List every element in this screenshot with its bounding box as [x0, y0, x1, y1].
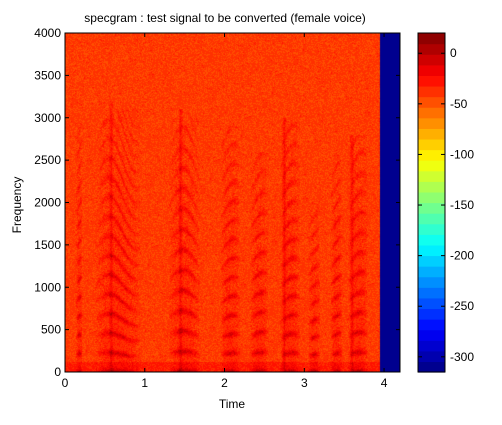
colorbar-tick-label: -250 [450, 299, 474, 313]
x-axis-label: Time [219, 397, 246, 411]
y-axis-label: Frequency [10, 177, 24, 234]
colorbar: 0 -50 -100 -150 -200 -250 -300 [417, 32, 474, 373]
x-tick-label: 4 [381, 376, 388, 390]
colorbar-swatch [418, 223, 445, 235]
y-axis: 0 500 1000 1500 2000 2500 3000 3500 4000 [34, 26, 400, 379]
colorbar-tick-label: -200 [450, 249, 474, 263]
x-tick-label: 2 [221, 376, 228, 390]
plot-area [64, 32, 401, 373]
colorbar-swatch [418, 213, 445, 225]
colorbar-swatch [418, 308, 445, 320]
y-tick-label: 3000 [34, 111, 61, 125]
colorbar-tick-label: -100 [450, 147, 474, 161]
colorbar-tick-label: -50 [450, 97, 468, 111]
colorbar-swatch [418, 266, 445, 278]
colorbar-swatch [418, 297, 445, 310]
colorbar-tick-label: 0 [450, 46, 457, 60]
colorbar-swatch [418, 319, 445, 331]
colorbar-swatch [418, 96, 445, 108]
colorbar-swatch [418, 276, 445, 288]
y-tick-label: 4000 [34, 26, 61, 40]
y-tick-label: 0 [54, 365, 61, 379]
colorbar-swatch [418, 117, 445, 129]
y-tick-label: 2500 [34, 153, 61, 167]
colorbar-swatch [418, 160, 445, 172]
y-tick-label: 1500 [34, 238, 61, 252]
colorbar-tick-label: -150 [450, 198, 474, 212]
colorbar-swatch [418, 202, 445, 214]
chart-title: specgram : test signal to be converted (… [84, 11, 365, 25]
spectrogram-image [65, 33, 400, 372]
colorbar-swatch [418, 340, 445, 352]
colorbar-swatch [418, 287, 445, 299]
x-tick-label: 3 [301, 376, 308, 390]
colorbar-tick-label: -300 [450, 350, 474, 364]
colorbar-swatch [418, 54, 445, 66]
colorbar-swatch [418, 138, 445, 151]
colorbar-swatch [418, 107, 445, 119]
y-tick-label: 500 [41, 323, 61, 337]
x-tick-label: 0 [62, 376, 69, 390]
colorbar-swatch [418, 255, 445, 267]
colorbar-swatch [418, 170, 445, 182]
y-tick-label: 2000 [34, 196, 61, 210]
x-axis: 0 1 2 3 4 [62, 33, 388, 390]
colorbar-swatch [418, 33, 445, 45]
colorbar-swatch [418, 181, 445, 193]
colorbar-swatch [418, 64, 445, 76]
colorbar-swatch [418, 85, 445, 98]
colorbar-swatch [418, 329, 445, 341]
colorbar-swatch [418, 244, 445, 257]
colorbar-swatch [418, 234, 445, 246]
colorbar-swatch [418, 350, 445, 363]
colorbar-swatch [418, 149, 445, 161]
colorbar-swatch [418, 361, 445, 373]
y-tick-label: 1000 [34, 280, 61, 294]
colorbar-swatch [418, 191, 445, 204]
colorbar-swatch [418, 43, 445, 55]
colorbar-swatch [418, 75, 445, 87]
x-tick-label: 1 [141, 376, 148, 390]
y-tick-label: 3500 [34, 68, 61, 82]
colorbar-swatch [418, 128, 445, 140]
colorbar-frame [417, 32, 446, 373]
